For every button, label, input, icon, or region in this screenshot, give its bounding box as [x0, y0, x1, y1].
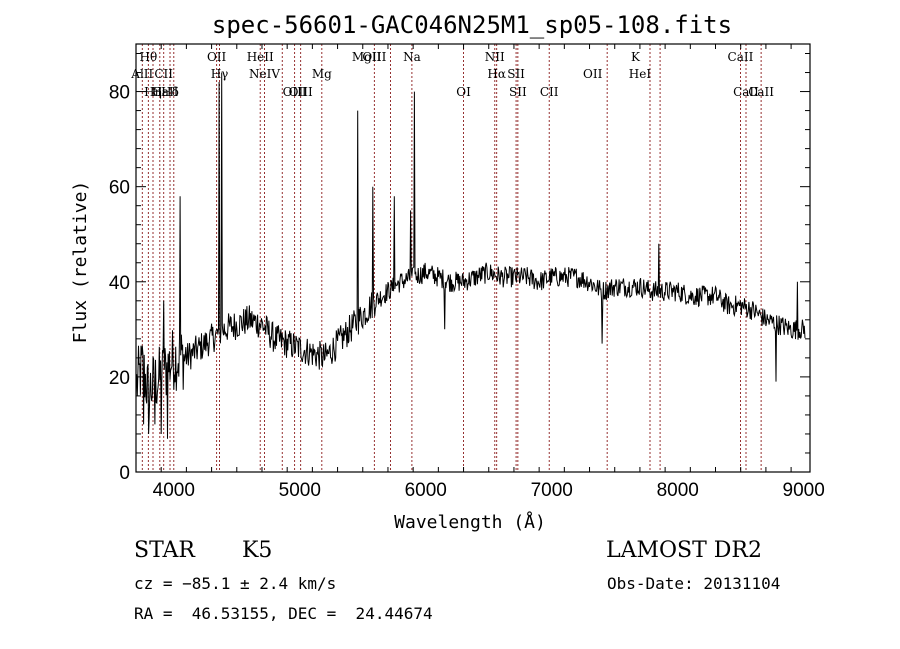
line-label-OIII: OIII [289, 85, 313, 99]
x-tick-label: 7000 [531, 480, 573, 501]
line-label-HeII: HeII [247, 50, 274, 64]
line-label-MgII: MgII [352, 50, 382, 64]
line-label-HeI: HeI [629, 67, 652, 81]
line-label-Hθ: Hθ [139, 50, 157, 64]
line-label-OII: OII [583, 67, 603, 81]
line-label-NII: NII [485, 50, 505, 64]
line-label-Hα: Hα [487, 67, 506, 81]
sky-coordinates: RA = 46.53155, DEC = 24.44674 [134, 604, 433, 623]
y-tick-label: 40 [109, 273, 130, 294]
line-label-CaII: CaII [748, 85, 774, 99]
line-label-Hδ: Hδ [161, 85, 179, 99]
line-markers [141, 44, 762, 472]
line-label-OIII: OIII [362, 50, 386, 64]
line-label-Hη: Hη [144, 85, 162, 99]
plot-frame [135, 43, 811, 473]
y-tick-label: 20 [109, 368, 130, 389]
line-label-SII: SII [509, 85, 527, 99]
x-tick-label: 5000 [279, 480, 321, 501]
chart-title: spec-56601-GAC046N25M1_sp05-108.fits [212, 11, 732, 39]
x-axis-ticks: 4000 5000 6000 7000 8000 9000 [135, 44, 825, 501]
line-label-SII: SII [507, 67, 525, 81]
y-tick-label: 80 [109, 83, 130, 104]
line-label-OI: OI [456, 85, 471, 99]
spectrum-line [136, 72, 806, 439]
object-subclass: K5 [242, 538, 273, 563]
y-axis-ticks: 0 20 40 60 80 [109, 53, 810, 484]
line-label-CII: CII [154, 67, 173, 81]
line-label-K: K [631, 50, 641, 64]
line-label-NeIV: NeIV [249, 67, 280, 81]
redshift-value: cz = −85.1 ± 2.4 km/s [134, 574, 337, 593]
x-axis-label: Wavelength (Å) [394, 511, 546, 533]
line-label-Hγ: Hγ [211, 67, 229, 81]
y-tick-label: 0 [119, 463, 130, 484]
line-label-CaII: CaII [733, 85, 759, 99]
line-label-OII: OII [207, 50, 227, 64]
x-tick-label: 9000 [783, 480, 825, 501]
x-tick-label: 8000 [657, 480, 699, 501]
x-tick-label: 4000 [153, 480, 195, 501]
line-label-OIII: OIII [283, 85, 307, 99]
line-label-CaII: CaII [153, 85, 179, 99]
line-label-Na: Na [403, 50, 421, 64]
observation-date: Obs-Date: 20131104 [607, 574, 781, 593]
object-class: STAR [134, 538, 195, 563]
line-label-CII: CII [540, 85, 559, 99]
line-label-Hε: Hε [151, 85, 168, 99]
y-tick-label: 60 [109, 178, 130, 199]
x-tick-label: 6000 [405, 480, 447, 501]
line-label-Mg: Mg [312, 67, 332, 81]
line-label-AlII: AlII [130, 67, 153, 81]
line-label-CaII: CaII [728, 50, 754, 64]
line-labels: HθAlIIHηHεCIICaIIHδOIIHγHeIINeIVOIIIOIII… [130, 50, 774, 99]
survey-name: LAMOST DR2 [606, 538, 762, 563]
y-axis-label: Flux (relative) [70, 181, 91, 344]
